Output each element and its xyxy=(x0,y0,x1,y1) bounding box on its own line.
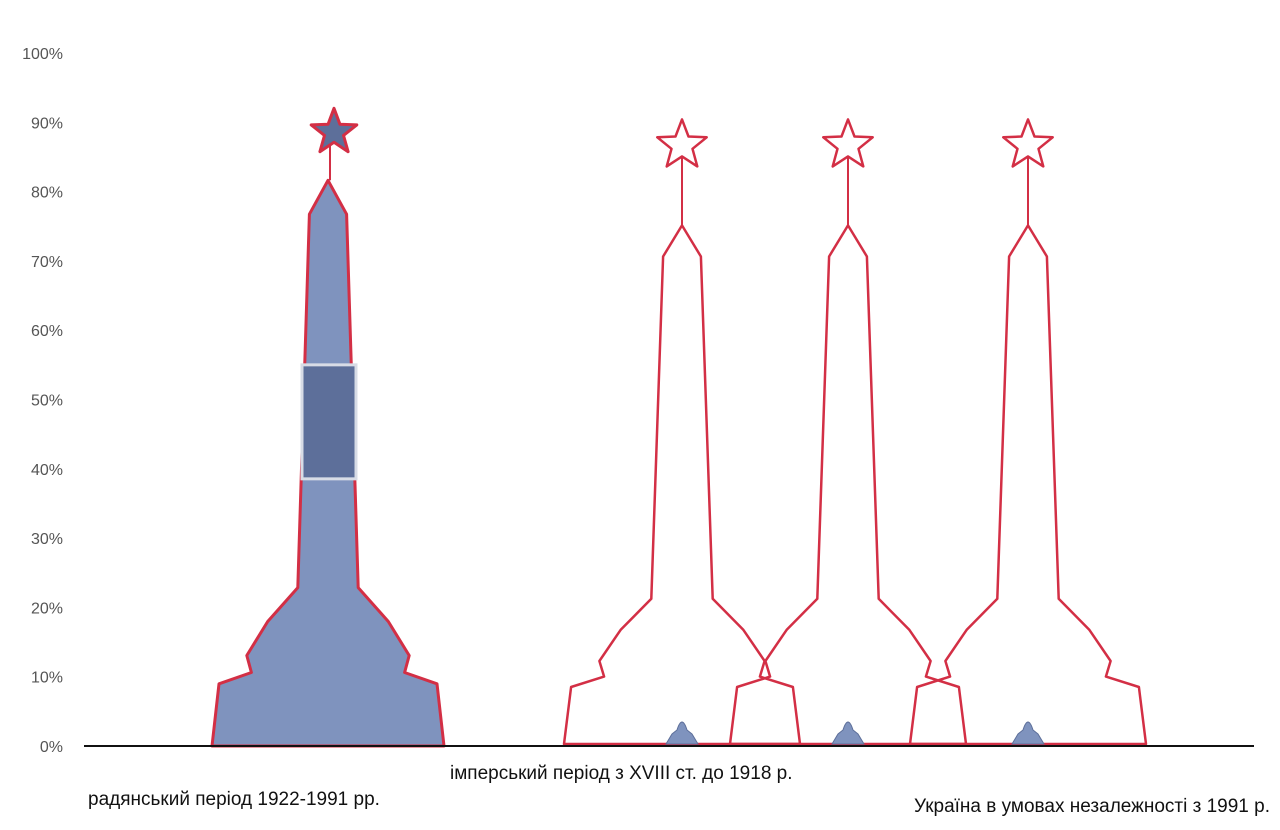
y-tick-label: 90% xyxy=(31,115,63,132)
star-icon xyxy=(309,106,359,154)
y-tick-label: 50% xyxy=(31,393,63,410)
obelisk-icon xyxy=(728,224,968,746)
bar-filled xyxy=(210,106,446,748)
star-icon xyxy=(1002,118,1054,168)
small-monument-icon xyxy=(665,721,699,745)
category-label-soviet-period: радянський період 1922-1991 рр. xyxy=(88,789,380,810)
y-axis-ticks: 0% 10% 20% 30% 40% 50% 60% 70% 80% 90% 100% xyxy=(22,46,63,756)
bar-outline xyxy=(562,118,802,746)
small-monument-icon xyxy=(831,721,865,745)
y-tick-label: 30% xyxy=(31,531,63,548)
small-monument-icon xyxy=(1011,721,1045,745)
star-icon xyxy=(656,118,708,168)
obelisk-icon xyxy=(562,224,802,746)
category-label-independence-period: Україна в умовах незалежності з 1991 р. xyxy=(913,796,1270,817)
star-icon xyxy=(822,118,874,168)
y-tick-label: 70% xyxy=(31,254,63,271)
obelisk-icon xyxy=(908,224,1148,746)
bars xyxy=(210,106,1148,748)
category-label-imperial-period: імперський період з XVIII ст. до 1918 р. xyxy=(450,763,793,784)
y-tick-label: 40% xyxy=(31,462,63,479)
y-tick-label: 20% xyxy=(31,600,63,617)
y-tick-label: 10% xyxy=(31,670,63,687)
bar-outline xyxy=(908,118,1148,746)
y-tick-label: 60% xyxy=(31,323,63,340)
y-tick-label: 100% xyxy=(22,46,63,63)
y-tick-label: 0% xyxy=(40,739,63,756)
y-tick-label: 80% xyxy=(31,185,63,202)
bar-outline xyxy=(728,118,968,746)
plaque-icon xyxy=(300,363,358,481)
